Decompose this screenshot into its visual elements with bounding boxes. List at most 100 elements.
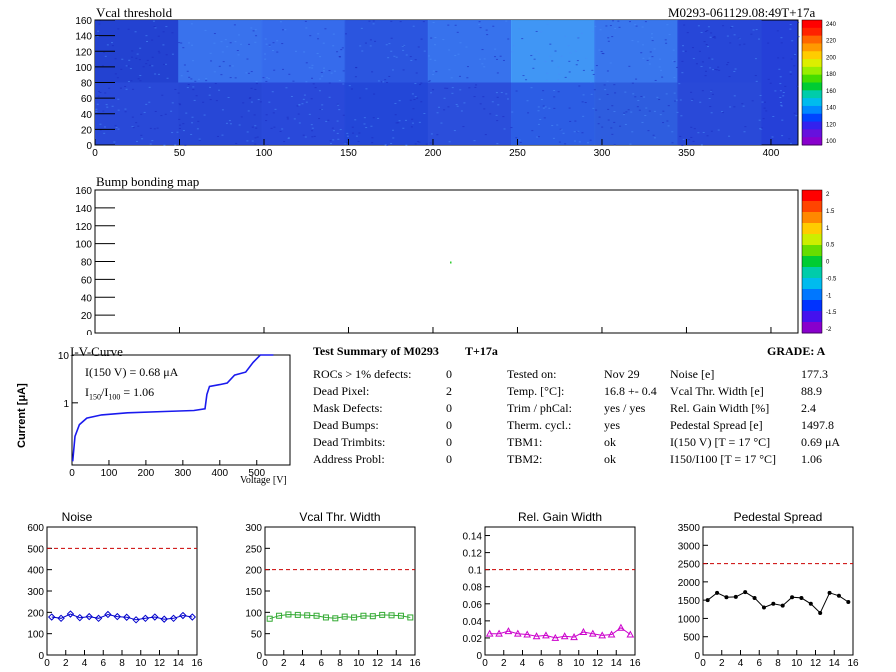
map-speckle xyxy=(426,144,428,145)
map-speckle xyxy=(230,77,232,78)
map-speckle xyxy=(585,58,587,59)
map-speckle xyxy=(758,39,760,40)
map-speckle xyxy=(117,77,119,78)
y-tick-label: 60 xyxy=(81,94,93,105)
map-speckle xyxy=(309,35,311,36)
map-speckle xyxy=(797,22,799,23)
summary-value: yes / yes xyxy=(604,401,645,416)
map-speckle xyxy=(600,29,602,30)
summary-row: Dead Trimbits: 0 xyxy=(313,435,526,450)
map-speckle xyxy=(191,45,193,46)
map-speckle xyxy=(662,122,664,123)
palette-cell xyxy=(802,43,822,51)
map-speckle xyxy=(325,121,327,122)
map-roc-cell xyxy=(345,83,429,146)
map-speckle xyxy=(507,39,509,40)
map-speckle xyxy=(410,60,412,61)
map-speckle xyxy=(209,87,211,88)
map-roc-cell xyxy=(511,20,595,83)
map-speckle xyxy=(432,74,434,75)
map-speckle xyxy=(449,141,451,142)
summary-label: Vcal Thr. Width [e] xyxy=(670,384,764,398)
map-speckle xyxy=(698,25,700,26)
x-tick-label: 50 xyxy=(174,148,186,159)
summary-value: 16.8 +- 0.4 xyxy=(604,384,657,399)
palette xyxy=(802,20,822,146)
map-speckle xyxy=(306,62,308,63)
map-speckle xyxy=(648,58,650,59)
map-speckle xyxy=(250,28,252,29)
map-speckle xyxy=(112,106,114,107)
map-speckle xyxy=(500,56,502,57)
map-speckle xyxy=(781,135,783,136)
map-speckle xyxy=(284,29,286,30)
x-tick-label: 6 xyxy=(538,658,544,669)
map-speckle xyxy=(556,125,558,126)
map-speckle xyxy=(412,123,414,124)
map-speckle xyxy=(479,59,481,60)
map-speckle xyxy=(494,56,496,57)
map-speckle xyxy=(431,133,433,134)
map-speckle xyxy=(311,65,313,66)
map-speckle xyxy=(569,108,571,109)
map-speckle xyxy=(558,91,560,92)
map-speckle xyxy=(716,69,718,70)
map-speckle xyxy=(162,44,164,45)
chart-title: Pedestal Spread xyxy=(734,510,823,524)
map-speckle xyxy=(271,128,273,129)
map-speckle xyxy=(358,141,360,142)
map-speckle xyxy=(553,108,555,109)
map-speckle xyxy=(536,31,538,32)
data-point xyxy=(790,595,794,599)
map-speckle xyxy=(538,136,540,137)
summary-row: TBM1: ok xyxy=(507,435,684,450)
map-speckle xyxy=(248,44,250,45)
map-speckle xyxy=(651,33,653,34)
map-speckle xyxy=(645,108,647,109)
map-speckle xyxy=(564,36,566,37)
map-speckle xyxy=(662,111,664,112)
map-speckle xyxy=(314,136,316,137)
map-speckle xyxy=(665,39,667,40)
map-speckle xyxy=(544,117,546,118)
palette-cell xyxy=(802,311,822,323)
map-speckle xyxy=(158,52,160,53)
palette-label: 100 xyxy=(826,139,837,145)
map-speckle xyxy=(538,124,540,125)
map-speckle xyxy=(443,109,445,110)
map-speckle xyxy=(400,21,402,22)
x-tick-label: 400 xyxy=(763,148,780,159)
map-speckle xyxy=(413,26,415,27)
map-speckle xyxy=(505,93,507,94)
map-speckle xyxy=(729,42,731,43)
map-speckle xyxy=(553,96,555,97)
map-speckle xyxy=(779,83,781,84)
map-speckle xyxy=(291,96,293,97)
map-speckle xyxy=(459,89,461,90)
map-speckle xyxy=(388,76,390,77)
map-speckle xyxy=(645,21,647,22)
map-speckle xyxy=(373,94,375,95)
map-speckle xyxy=(574,141,576,142)
x-tick-label: 0 xyxy=(700,658,706,669)
map-speckle xyxy=(548,108,550,109)
map-speckle xyxy=(794,113,796,114)
data-point xyxy=(809,602,813,606)
map-speckle xyxy=(767,43,769,44)
map-speckle xyxy=(771,136,773,137)
data-point xyxy=(734,595,738,599)
map-speckle xyxy=(463,102,465,103)
map-speckle xyxy=(191,122,193,123)
map-speckle xyxy=(160,115,162,116)
map-speckle xyxy=(105,56,107,57)
map-speckle xyxy=(765,110,767,111)
map-speckle xyxy=(718,70,720,71)
map-speckle xyxy=(287,118,289,119)
palette-label: 140 xyxy=(826,106,837,112)
map-speckle xyxy=(342,47,344,48)
map-speckle xyxy=(373,23,375,24)
map-speckle xyxy=(614,144,616,145)
map-speckle xyxy=(682,51,684,52)
map-speckle xyxy=(342,84,344,85)
map-speckle xyxy=(420,101,422,102)
